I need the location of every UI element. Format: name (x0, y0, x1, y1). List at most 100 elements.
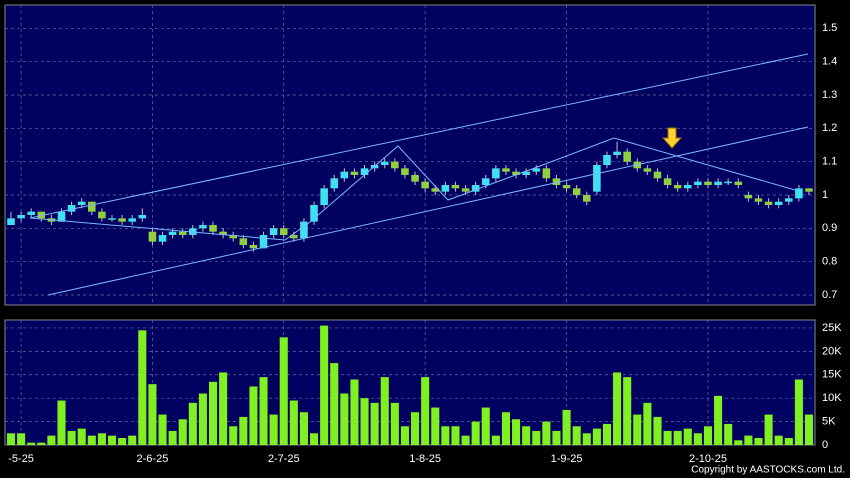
volume-bar (784, 437, 793, 445)
volume-bar (188, 402, 197, 445)
candle-body (259, 235, 268, 249)
volume-bar (249, 386, 258, 445)
candle-body (199, 225, 207, 229)
candle-body (754, 198, 763, 202)
volume-bar (370, 402, 379, 445)
volume-bar (602, 423, 612, 445)
candle-body (785, 198, 793, 202)
candle-body (572, 188, 581, 195)
volume-bar (411, 412, 420, 445)
candle-body (795, 188, 803, 199)
volume-bar (633, 414, 642, 445)
volume-bar (168, 430, 177, 445)
candle-body (57, 211, 66, 222)
volume-bar (219, 372, 228, 445)
volume-bar (724, 423, 733, 445)
volume-bar (431, 407, 440, 445)
candle-body (643, 168, 652, 172)
y-tick-label: 0.9 (822, 222, 837, 234)
volume-bar (653, 416, 662, 445)
x-tick-label: 2-7-25 (268, 453, 300, 465)
candle-body (219, 231, 227, 235)
candle-body (17, 215, 25, 219)
y-tick-label: 20K (822, 345, 842, 357)
x-tick-label: 1-9-25 (551, 453, 583, 465)
candle-body (562, 185, 571, 189)
volume-bar (744, 435, 753, 445)
volume-bar (299, 412, 308, 445)
volume-bar (522, 426, 531, 445)
y-tick-label: 25K (822, 322, 842, 334)
volume-bar (562, 409, 571, 445)
y-tick-label: 1.5 (822, 22, 837, 34)
candle-body (229, 235, 238, 239)
candle-body (7, 218, 15, 225)
candle-body (148, 231, 157, 242)
volume-bar (350, 379, 359, 445)
y-tick-label: 15K (822, 369, 842, 381)
volume-bar (320, 325, 329, 445)
x-tick-label: 2-10-25 (689, 453, 727, 465)
candle-body (209, 225, 217, 232)
candle-body (805, 188, 813, 192)
candle-body (603, 155, 611, 165)
volume-bar (17, 433, 26, 445)
trend-line (47, 126, 809, 296)
candle-body (593, 165, 601, 192)
candle-body (168, 231, 177, 235)
volume-bar (229, 426, 238, 445)
volume-bar (198, 393, 207, 445)
volume-bar (289, 400, 298, 445)
volume-bar (107, 435, 117, 445)
candle-body (67, 205, 76, 212)
volume-bar (804, 414, 814, 445)
volume-bar (794, 379, 803, 445)
volume-bar (259, 377, 268, 445)
candle-body (37, 211, 46, 219)
copyright: Copyright by AASTOCKS.com Ltd. (691, 465, 845, 476)
volume-bar (774, 435, 783, 445)
volume-bar (380, 377, 389, 445)
volume-bar (491, 435, 500, 445)
y-tick-label: 1 (822, 189, 828, 201)
volume-bar (400, 426, 409, 445)
volume-bar (360, 398, 369, 445)
candle-body (512, 171, 520, 175)
volume-bar (239, 416, 248, 445)
y-tick-label: 1.2 (822, 122, 837, 134)
candle-body (401, 168, 409, 175)
candle-body (492, 168, 500, 179)
candle-body (88, 201, 96, 212)
volume-bar (77, 428, 86, 445)
volume-bar (6, 433, 16, 445)
candle-body (138, 215, 147, 219)
candle-body (290, 235, 298, 239)
x-tick-label: -5-25 (8, 453, 34, 465)
volume-bar (754, 437, 763, 445)
volume-bar (269, 414, 278, 445)
volume-bar (552, 430, 561, 445)
candle-body (279, 228, 288, 235)
candle-body (431, 188, 440, 192)
volume-bar (683, 428, 692, 445)
candle-body (421, 181, 429, 189)
volume-bar (87, 435, 96, 445)
volume-bar (532, 430, 541, 445)
volume-bar (390, 402, 399, 445)
candle-body (653, 171, 662, 179)
x-tick-label: 1-8-25 (409, 453, 441, 465)
volume-bar (208, 381, 218, 445)
volume-bar (37, 442, 46, 445)
volume-bar (138, 330, 147, 445)
volume-bar (613, 372, 622, 445)
candle-body (118, 218, 126, 222)
candle-body (522, 171, 530, 175)
x-tick-label: 2-6-25 (137, 453, 169, 465)
candle-body (663, 178, 672, 185)
volume-bar (309, 433, 319, 445)
candle-body (340, 171, 349, 179)
y-tick-label: 1.3 (822, 89, 837, 101)
candle-body (764, 201, 773, 205)
candle-body (461, 188, 470, 192)
candle-body (350, 171, 359, 175)
